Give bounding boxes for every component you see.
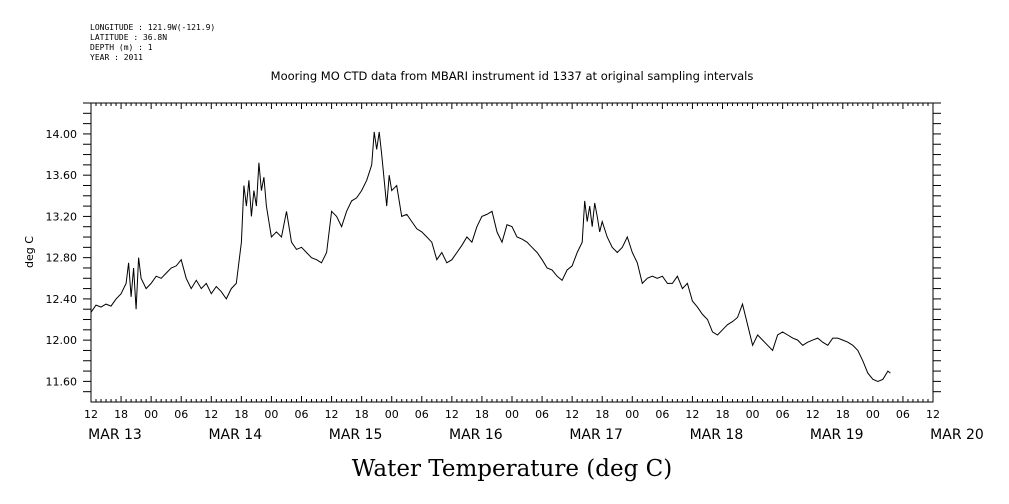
x-day-label: MAR 16 (449, 427, 503, 443)
x-hour-label: 06 (415, 408, 429, 421)
x-hour-label: 00 (264, 408, 278, 421)
x-hour-label: 18 (355, 408, 369, 421)
meta-depth: DEPTH (m) : 1 (90, 43, 153, 52)
x-hour-label: 12 (445, 408, 459, 421)
x-day-label: MAR 20 (930, 427, 984, 443)
x-day-label: MAR 17 (569, 427, 623, 443)
y-tick-label: 12.40 (46, 293, 78, 306)
plot-frame (90, 102, 934, 403)
x-hour-label: 00 (746, 408, 760, 421)
x-hour-label: 12 (84, 408, 98, 421)
x-hour-label: 00 (144, 408, 158, 421)
x-hour-label: 18 (716, 408, 730, 421)
x-hour-label: 12 (926, 408, 940, 421)
x-hour-label: 18 (114, 408, 128, 421)
x-hour-label: 06 (295, 408, 309, 421)
x-day-label: MAR 14 (208, 427, 262, 443)
x-hour-label: 06 (896, 408, 910, 421)
y-axis-label: deg C (23, 236, 36, 268)
y-tick-labels: 11.60 12.00 12.40 12.80 13.20 13.60 14.00 (46, 128, 78, 388)
y-tick-label: 12.00 (46, 334, 78, 347)
x-tick-labels: 12 18 00 06 12 18 00 06 12 18 00 06 12 18 00 06 12 18 00 06… (84, 408, 984, 443)
meta-latitude: LATITUDE : 36.8N (90, 33, 167, 42)
x-hour-label: 06 (776, 408, 790, 421)
x-hour-label: 00 (505, 408, 519, 421)
x-hour-label: 12 (806, 408, 820, 421)
series-line (90, 131, 891, 382)
y-tick-label: 12.80 (46, 252, 78, 265)
x-hour-label: 06 (174, 408, 188, 421)
meta-longitude: LONGITUDE : 121.9W(-121.9) (90, 23, 215, 32)
x-hour-label: 18 (234, 408, 248, 421)
x-hour-label: 00 (625, 408, 639, 421)
x-hour-label: 12 (685, 408, 699, 421)
x-hour-label: 18 (836, 408, 850, 421)
x-day-label: MAR 15 (329, 427, 383, 443)
y-tick-label: 13.20 (46, 210, 78, 223)
x-hour-label: 18 (595, 408, 609, 421)
chart-title: Mooring MO CTD data from MBARI instrumen… (271, 69, 754, 83)
y-tick-label: 11.60 (46, 375, 78, 388)
meta-year: YEAR : 2011 (90, 53, 143, 62)
x-hour-label: 18 (475, 408, 489, 421)
x-day-label: MAR 19 (810, 427, 864, 443)
x-hour-label: 00 (866, 408, 880, 421)
x-day-label: MAR 18 (690, 427, 744, 443)
x-hour-label: 06 (535, 408, 549, 421)
x-axis-label: Water Temperature (deg C) (352, 456, 672, 482)
x-hour-label: 12 (565, 408, 579, 421)
x-hour-label: 12 (325, 408, 339, 421)
y-tick-label: 14.00 (46, 128, 78, 141)
meta-block: LONGITUDE : 121.9W(-121.9) LATITUDE : 36… (90, 23, 215, 62)
axis-ticks (83, 102, 941, 402)
x-day-label: MAR 13 (88, 427, 142, 443)
x-hour-label: 12 (204, 408, 218, 421)
x-hour-label: 00 (385, 408, 399, 421)
x-hour-label: 06 (655, 408, 669, 421)
y-tick-label: 13.60 (46, 169, 78, 182)
